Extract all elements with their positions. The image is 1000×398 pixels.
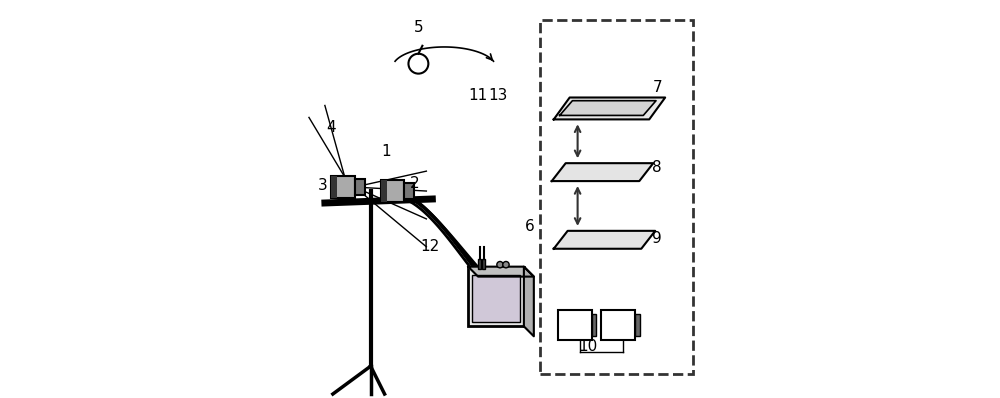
Bar [478,259,481,269]
Text: 11: 11 [468,88,488,103]
Text: 10: 10 [578,339,597,354]
FancyBboxPatch shape [355,179,365,195]
Text: 6: 6 [525,219,535,234]
Text: 8: 8 [652,160,662,175]
Bar [592,314,596,336]
Bar [468,267,524,326]
Circle shape [497,261,503,268]
Polygon shape [554,98,665,119]
Text: 9: 9 [652,231,662,246]
Circle shape [503,261,509,268]
Polygon shape [554,231,655,249]
Text: 2: 2 [410,176,419,191]
FancyBboxPatch shape [331,176,355,198]
Text: 13: 13 [488,88,508,103]
Bar [558,310,592,340]
Bar [601,310,635,340]
FancyBboxPatch shape [404,183,414,199]
Bar [482,259,485,269]
Text: 1: 1 [382,144,391,159]
Text: 3: 3 [318,178,328,193]
FancyBboxPatch shape [381,180,404,202]
Text: 4: 4 [326,120,336,135]
Text: 5: 5 [414,20,423,35]
Bar [472,275,520,322]
Polygon shape [524,267,534,336]
Bar [635,314,640,336]
Polygon shape [552,163,653,181]
Circle shape [408,54,428,74]
Bar [540,20,693,374]
Polygon shape [560,101,656,115]
Text: 12: 12 [421,239,440,254]
FancyBboxPatch shape [381,180,387,202]
FancyBboxPatch shape [331,176,337,198]
Text: 7: 7 [652,80,662,95]
Polygon shape [468,267,534,277]
